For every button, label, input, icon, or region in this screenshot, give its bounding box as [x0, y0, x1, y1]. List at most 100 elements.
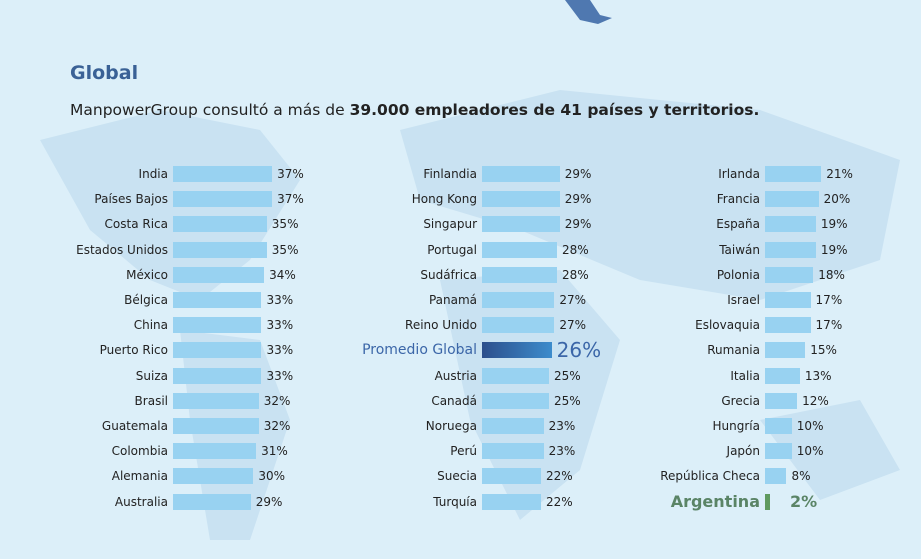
bar-value: 19%	[820, 217, 848, 232]
bar-row: Taiwán 19%	[0, 241, 848, 259]
bar-label: China	[133, 318, 168, 333]
bar	[173, 166, 273, 182]
bar	[173, 216, 267, 233]
bar	[765, 418, 792, 434]
bar-row: República Checa 8%	[0, 467, 810, 485]
bar	[173, 392, 259, 409]
bar-label: Polonia	[716, 267, 760, 282]
bar-row: Rumania 15%	[0, 341, 837, 359]
bar-label: Países Bajos	[94, 192, 168, 207]
bar-label: Singapur	[423, 217, 477, 232]
bar-label: Taiwán	[719, 242, 760, 257]
bar	[765, 342, 806, 359]
bar	[173, 266, 265, 283]
bar-row: India 37%	[0, 165, 304, 183]
bar	[173, 191, 273, 208]
bar-value: 17%	[815, 318, 843, 333]
bar-value: 35%	[271, 242, 299, 257]
bar-value: 10%	[796, 444, 824, 459]
bar-row: Costa Rica 35%	[0, 215, 298, 233]
bar-value: 10%	[796, 419, 824, 433]
bar-row: Canadá 25%	[0, 392, 581, 410]
bar-value: 23%	[548, 444, 576, 459]
bar-label: Perú	[450, 444, 477, 459]
bar-value: 29%	[564, 217, 592, 232]
bar-row: Bélgica 33%	[0, 291, 293, 309]
bar	[765, 392, 798, 409]
bar-row: Argentina 2%	[0, 491, 817, 511]
bar-value: 23%	[548, 419, 576, 433]
greenland-shape	[565, 0, 612, 24]
bar-label: Portugal	[427, 242, 477, 257]
bar-row: Portugal 28%	[0, 241, 589, 259]
bar-label: India	[138, 167, 168, 181]
bar-value: 27%	[559, 293, 587, 307]
bar-value: 29%	[564, 167, 592, 181]
bar-label: Noruega	[425, 419, 477, 433]
bar-label: Estados Unidos	[76, 242, 168, 257]
bar	[765, 468, 787, 485]
bar	[482, 166, 560, 182]
bar-row: Singapur 29%	[0, 215, 591, 233]
bar	[765, 266, 814, 283]
bar-label: Japón	[726, 444, 760, 459]
bar-label: Grecia	[721, 393, 760, 408]
bar-value: 28%	[562, 242, 589, 257]
bar-row: Francia 20%	[0, 190, 850, 208]
bar-label: Irlanda	[718, 167, 760, 181]
bar-label: Brasil	[134, 393, 168, 408]
bar-label: Argentina	[670, 491, 760, 511]
bar-row: Eslovaquia 17%	[0, 316, 842, 334]
bar-value: 32%	[263, 419, 291, 433]
bar	[482, 266, 558, 283]
bar-row: Turquía 22%	[0, 493, 573, 511]
bar-label: Eslovaquia	[695, 318, 760, 333]
bar-label: República Checa	[660, 469, 760, 484]
bar	[765, 367, 800, 384]
bar-value: 25%	[554, 368, 581, 383]
bar-row: Promedio Global 26%	[0, 340, 601, 360]
bar-label: México	[126, 267, 168, 282]
bar-row: Grecia 12%	[0, 392, 829, 410]
bar-label: Panamá	[428, 293, 477, 307]
bar-label: Turquía	[433, 494, 477, 509]
bar-value: 31%	[261, 444, 288, 459]
bar-value: 13%	[804, 368, 832, 383]
bar	[482, 443, 544, 460]
bar	[765, 317, 811, 334]
bar-row: España 19%	[0, 215, 848, 233]
bar-value: 26%	[556, 338, 602, 363]
bar	[482, 292, 555, 308]
bar-row: Países Bajos 37%	[0, 190, 304, 208]
page-title: Global	[70, 62, 139, 84]
bar-row: Puerto Rico 33%	[0, 341, 293, 359]
bar-label: Promedio Global	[362, 342, 477, 359]
bar-row: Guatemala 32%	[0, 417, 290, 435]
bar	[173, 317, 262, 334]
bar	[765, 443, 792, 460]
bar-label: Italia	[730, 368, 760, 383]
bar-value: 28%	[562, 267, 589, 282]
bar-row: Reino Unido 27%	[0, 316, 586, 334]
bar-value: 30%	[258, 469, 286, 484]
bar	[765, 241, 816, 258]
bar	[173, 367, 262, 384]
bar-value: 33%	[266, 318, 294, 333]
bar-row: Polonia 18%	[0, 266, 845, 284]
bar-row: Alemania 30%	[0, 467, 285, 485]
bar	[765, 493, 770, 510]
bar-row: Perú 23%	[0, 442, 575, 460]
bar-label: Bélgica	[124, 293, 168, 307]
bar-label: Suecia	[437, 469, 477, 484]
bar-row: Panamá 27%	[0, 291, 586, 309]
bar-value: 29%	[564, 192, 592, 207]
bar-row: Brasil 32%	[0, 392, 290, 410]
bar	[173, 418, 259, 434]
bar-value: 17%	[815, 293, 843, 307]
bar-row: México 34%	[0, 266, 296, 284]
bar-label: Alemania	[111, 469, 168, 484]
bar-value: 37%	[277, 192, 304, 207]
bar-label: Puerto Rico	[99, 343, 168, 358]
bar-value: 22%	[545, 494, 573, 509]
bar-label: Francia	[716, 192, 760, 207]
